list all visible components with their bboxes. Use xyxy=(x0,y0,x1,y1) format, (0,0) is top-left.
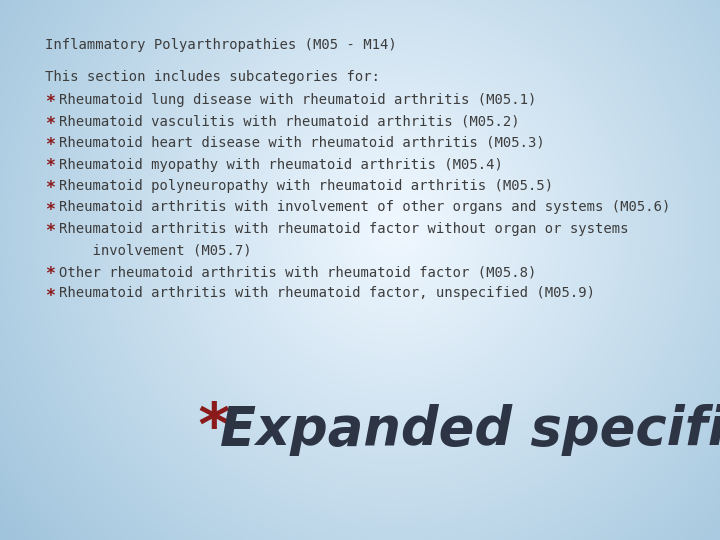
Text: Rheumatoid arthritis with rheumatoid factor, unspecified (M05.9): Rheumatoid arthritis with rheumatoid fac… xyxy=(59,287,595,300)
Text: *: * xyxy=(195,400,232,459)
Text: *: * xyxy=(45,265,55,283)
Text: Rheumatoid lung disease with rheumatoid arthritis (M05.1): Rheumatoid lung disease with rheumatoid … xyxy=(59,93,536,107)
Text: This section includes subcategories for:: This section includes subcategories for: xyxy=(45,70,380,84)
Text: Rheumatoid arthritis with involvement of other organs and systems (M05.6): Rheumatoid arthritis with involvement of… xyxy=(59,200,670,214)
Text: *: * xyxy=(45,158,55,176)
Text: *: * xyxy=(45,136,55,154)
Text: Rheumatoid polyneuropathy with rheumatoid arthritis (M05.5): Rheumatoid polyneuropathy with rheumatoi… xyxy=(59,179,553,193)
Text: Other rheumatoid arthritis with rheumatoid factor (M05.8): Other rheumatoid arthritis with rheumato… xyxy=(59,265,536,279)
Text: *: * xyxy=(45,287,55,305)
Text: Rheumatoid myopathy with rheumatoid arthritis (M05.4): Rheumatoid myopathy with rheumatoid arth… xyxy=(59,158,503,172)
Text: involvement (M05.7): involvement (M05.7) xyxy=(59,244,251,258)
Text: Rheumatoid vasculitis with rheumatoid arthritis (M05.2): Rheumatoid vasculitis with rheumatoid ar… xyxy=(59,114,520,129)
Text: *: * xyxy=(45,114,55,132)
Text: *: * xyxy=(45,93,55,111)
Text: *: * xyxy=(45,200,55,219)
Text: Rheumatoid heart disease with rheumatoid arthritis (M05.3): Rheumatoid heart disease with rheumatoid… xyxy=(59,136,545,150)
Text: *: * xyxy=(45,222,55,240)
Text: Inflammatory Polyarthropathies (M05 - M14): Inflammatory Polyarthropathies (M05 - M1… xyxy=(45,38,397,52)
Text: Expanded specificity: Expanded specificity xyxy=(220,404,720,456)
Text: Rheumatoid arthritis with rheumatoid factor without organ or systems: Rheumatoid arthritis with rheumatoid fac… xyxy=(59,222,629,236)
Text: *: * xyxy=(45,179,55,197)
